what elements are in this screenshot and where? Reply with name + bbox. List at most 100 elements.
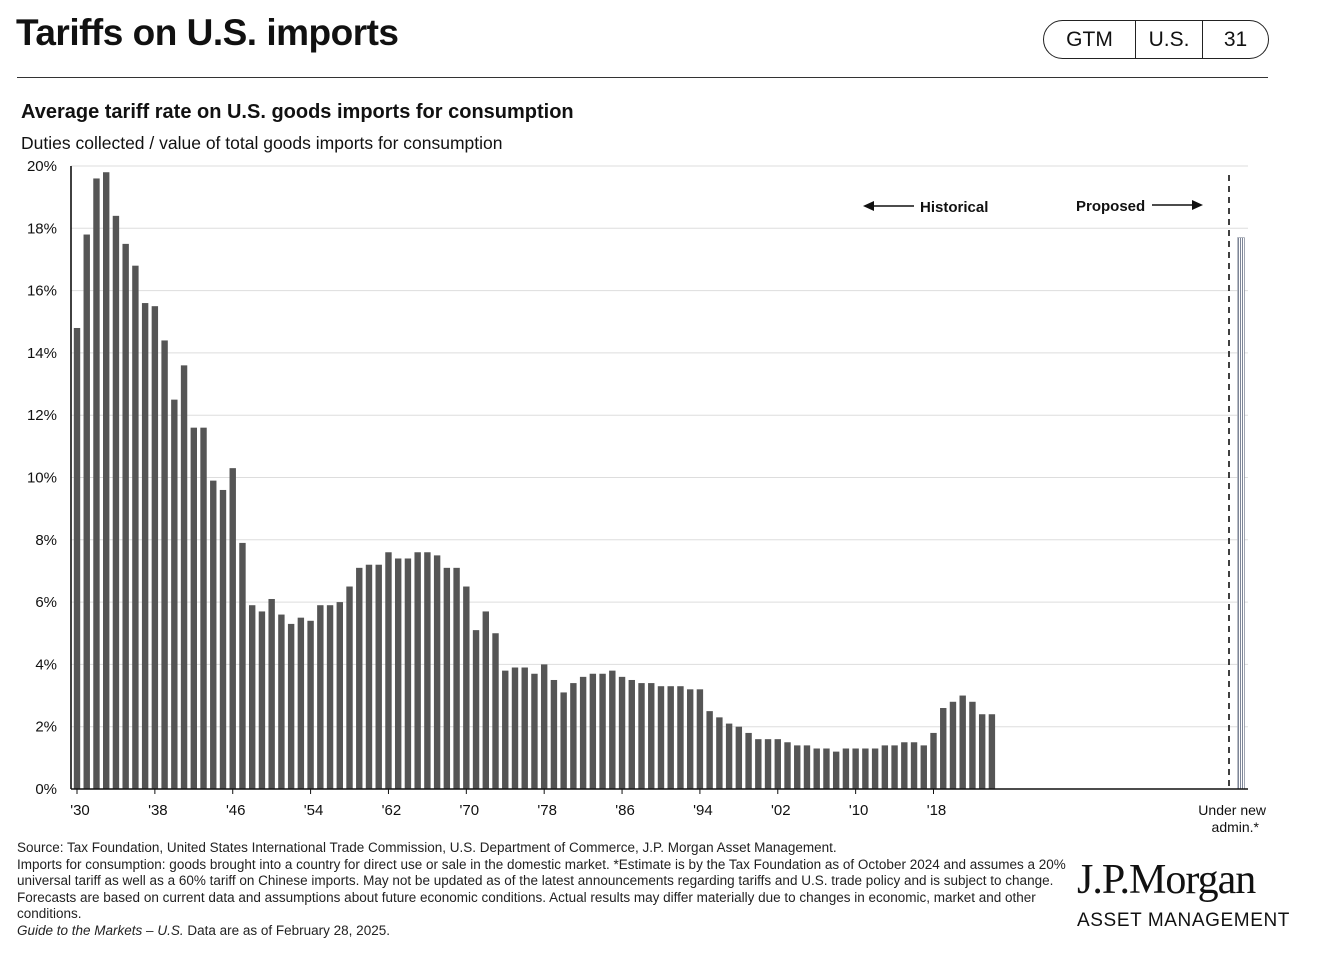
bar-1964	[404, 558, 412, 789]
bar-2020	[949, 701, 957, 789]
bar-1959	[356, 567, 363, 789]
bar-1986	[618, 676, 626, 789]
bar-1976	[521, 667, 528, 789]
bar-2000	[755, 739, 762, 789]
bar-1971	[472, 630, 480, 789]
bar-1983	[589, 673, 597, 789]
bar-1987	[628, 679, 635, 789]
bar-1937	[141, 303, 149, 789]
bar-1958	[346, 586, 353, 789]
bar-1940	[171, 399, 178, 790]
bar-1950	[268, 598, 275, 789]
bar-1992	[677, 686, 684, 789]
y-tick-label: 16%	[27, 283, 57, 300]
x-tick-label: '02	[771, 802, 791, 819]
bar-2017	[920, 745, 927, 789]
bar-proposed	[1237, 237, 1245, 790]
bar-2009	[842, 748, 850, 789]
bar-1960	[365, 564, 373, 789]
bar-1941	[180, 365, 188, 789]
bar-2022	[969, 701, 976, 789]
bar-1999	[745, 732, 752, 789]
bar-2011	[862, 748, 869, 789]
bar-1968	[443, 567, 451, 789]
footnotes: Source: Tax Foundation, United States In…	[17, 840, 1067, 939]
bar-1951	[278, 614, 285, 789]
y-tick-label: 4%	[35, 656, 57, 673]
page-title: Tariffs on U.S. imports	[16, 12, 399, 53]
bar-2006	[813, 748, 820, 789]
bar-1984	[599, 673, 606, 789]
methodology-note: Imports for consumption: goods brought i…	[17, 856, 1066, 922]
bar-1938	[151, 306, 159, 789]
y-tick-label: 18%	[27, 220, 57, 237]
bar-1972	[482, 611, 489, 789]
bar-1980	[560, 692, 567, 789]
bar-2013	[881, 745, 889, 789]
bar-1942	[190, 427, 197, 789]
bar-2012	[871, 748, 879, 789]
chart-title: Average tariff rate on U.S. goods import…	[21, 101, 574, 123]
proposed-label: Proposed	[1076, 198, 1145, 215]
bar-1990	[657, 686, 665, 789]
bar-2018	[930, 732, 937, 789]
y-tick-label: 0%	[35, 781, 57, 798]
bar-1963	[394, 558, 402, 789]
bar-1935	[122, 243, 129, 790]
chart-subtitle: Duties collected / value of total goods …	[21, 133, 503, 153]
x-tick-label: '78	[537, 802, 557, 819]
x-tick-label: '62	[382, 802, 402, 819]
nav-section[interactable]: U.S.	[1136, 21, 1203, 58]
bar-1948	[248, 605, 256, 789]
bar-1977	[531, 673, 538, 789]
x-tick-label-proposed-line1: Under new	[1198, 802, 1267, 818]
bar-1989	[648, 683, 655, 789]
bar-1946	[229, 468, 236, 789]
bar-2007	[823, 748, 830, 789]
bar-1995	[706, 711, 713, 790]
bar-1953	[297, 617, 305, 789]
x-tick-label: '86	[615, 802, 635, 819]
bar-1945	[219, 489, 227, 789]
y-tick-label: 12%	[27, 407, 57, 424]
bar-1965	[414, 552, 421, 789]
bar-1962	[385, 552, 392, 789]
data-date-note: Guide to the Markets – U.S. Data are as …	[17, 923, 1067, 940]
logo-brand: J.P.Morgan	[1077, 857, 1256, 903]
jpmorgan-logo: J.P.Morgan ASSET MANAGEMENT	[1077, 856, 1290, 932]
guide-nav-pill[interactable]: GTM U.S. 31	[1043, 20, 1269, 59]
bar-1973	[492, 633, 499, 789]
bar-1931	[83, 234, 90, 789]
bar-2001	[764, 739, 772, 789]
bar-2008	[832, 751, 840, 789]
bar-1997	[725, 723, 733, 789]
bar-1932	[93, 178, 100, 789]
data-as-of: Data are as of February 28, 2025.	[187, 922, 390, 938]
bar-2016	[910, 742, 918, 789]
bar-1934	[112, 215, 120, 790]
y-tick-label: 8%	[35, 532, 57, 549]
bar-2010	[852, 748, 859, 789]
bar-1988	[638, 683, 645, 789]
x-tick-label: '38	[148, 802, 168, 819]
bar-2021	[959, 695, 966, 789]
bar-1933	[103, 172, 110, 790]
tariff-bar-chart: 0% 2% 4% 6% 8% 10% 12% 14% 16% 18% 20% '30 '38 '46 '54…	[27, 158, 1267, 835]
nav-gtm[interactable]: GTM	[1044, 21, 1136, 58]
bar-1966	[424, 552, 431, 789]
x-tick-label: '94	[693, 802, 713, 819]
x-tick-label: '18	[927, 802, 947, 819]
x-tick-label: '70	[460, 802, 480, 819]
y-tick-label: 6%	[35, 594, 57, 611]
bar-1970	[463, 586, 470, 789]
y-tick-label: 20%	[27, 158, 57, 175]
bar-2014	[891, 745, 898, 789]
header-divider	[17, 77, 1268, 78]
bar-1936	[132, 265, 139, 789]
proposed-arrowhead	[1192, 200, 1203, 210]
bar-2005	[803, 745, 811, 789]
source-note: Source: Tax Foundation, United States In…	[17, 840, 837, 855]
y-tick-label: 14%	[27, 345, 57, 362]
bar-1979	[550, 679, 558, 789]
bar-1952	[287, 623, 295, 789]
